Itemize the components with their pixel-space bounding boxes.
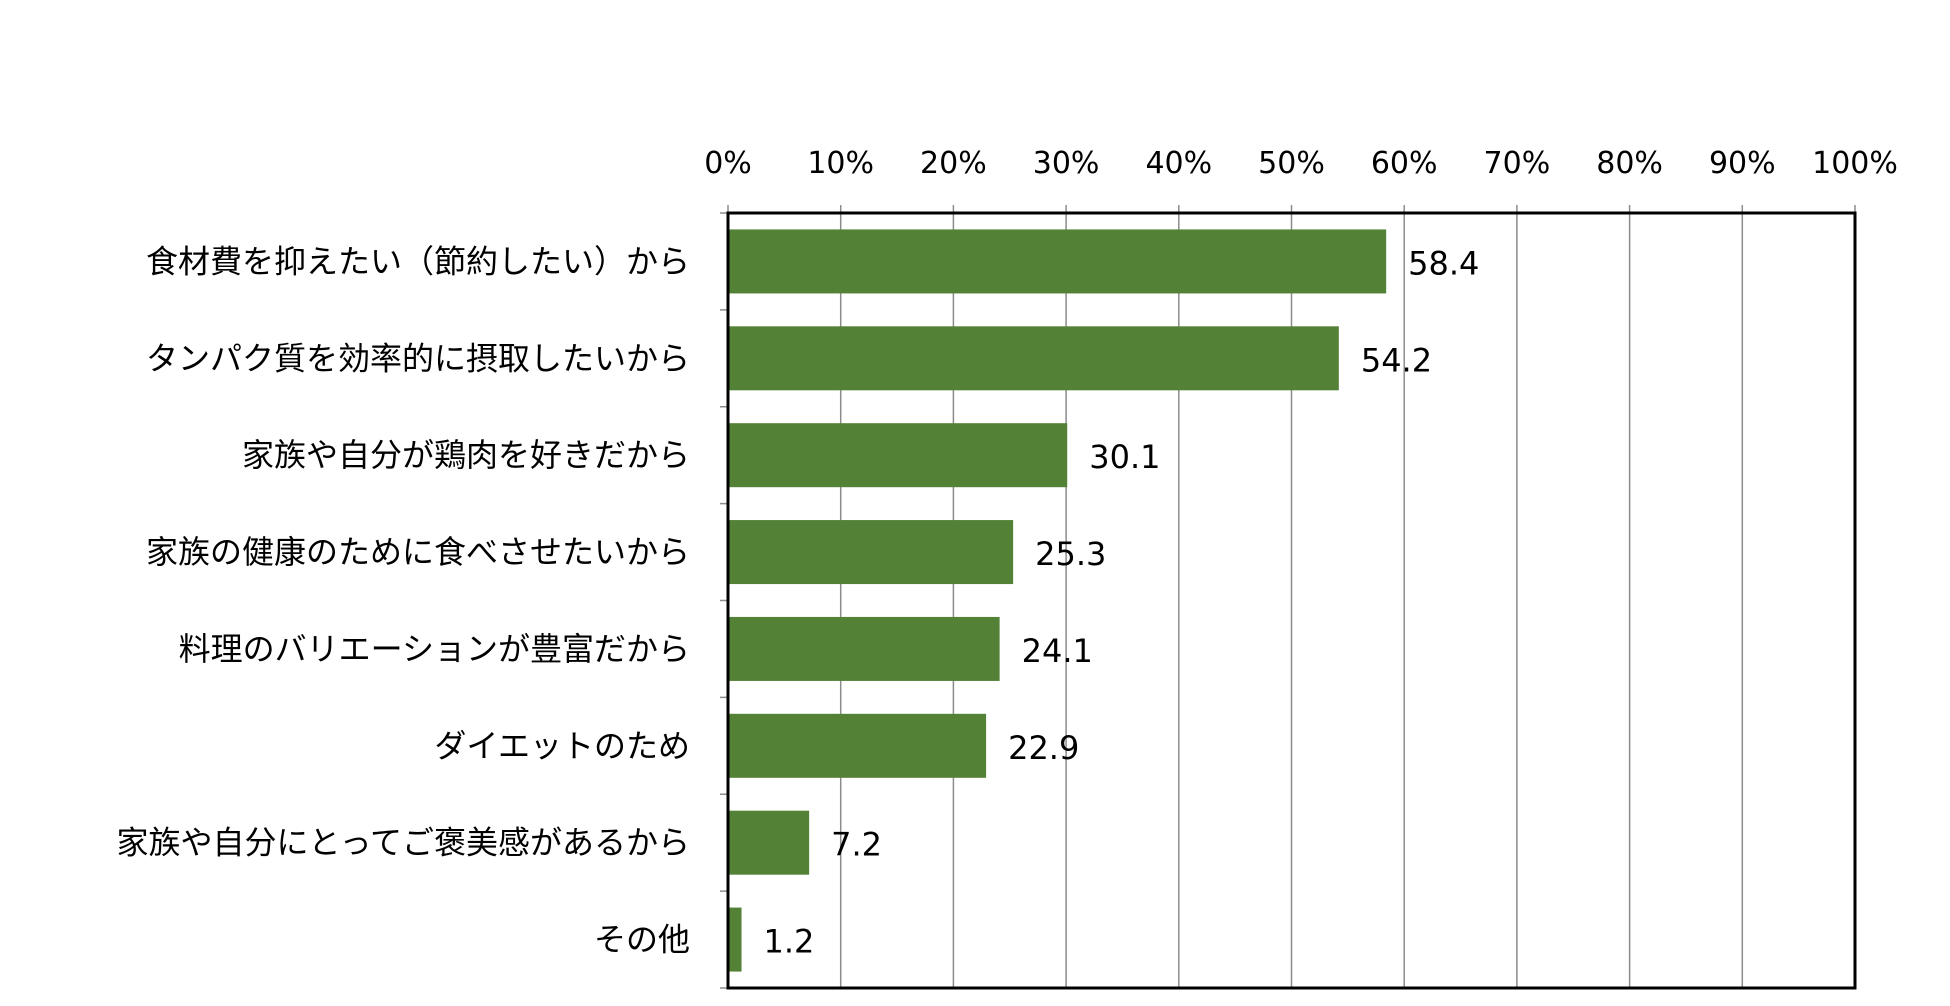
category-label: ダイエットのため xyxy=(434,727,690,765)
x-tick-label: 20% xyxy=(920,146,987,181)
bar xyxy=(728,907,742,972)
bar xyxy=(728,713,987,778)
data-label: 1.2 xyxy=(764,923,815,961)
x-tick-label: 60% xyxy=(1371,146,1438,181)
x-tick-label: 40% xyxy=(1145,146,1212,181)
bar xyxy=(728,326,1339,391)
plot-frame xyxy=(720,205,1857,990)
data-label: 30.1 xyxy=(1089,438,1160,476)
data-label: 7.2 xyxy=(831,826,882,864)
x-tick-label: 70% xyxy=(1484,146,1551,181)
category-label: その他 xyxy=(594,921,690,959)
x-tick-label: 30% xyxy=(1033,146,1100,181)
bars xyxy=(728,229,1387,972)
data-label: 54.2 xyxy=(1361,341,1432,379)
category-label: 食材費を抑えたい（節約したい）から xyxy=(146,242,690,280)
category-labels: 食材費を抑えたい（節約したい）からタンパク質を効率的に摂取したいから家族や自分が… xyxy=(117,242,690,958)
plot-border xyxy=(726,211,1857,990)
x-tick-label: 80% xyxy=(1596,146,1663,181)
bar xyxy=(728,229,1387,294)
category-label: 家族の健康のために食べさせたいから xyxy=(146,533,690,571)
x-tick-label: 0% xyxy=(704,146,752,181)
data-label: 24.1 xyxy=(1022,632,1093,670)
bar xyxy=(728,810,810,875)
data-label: 25.3 xyxy=(1035,535,1106,573)
bar xyxy=(728,520,1014,585)
x-axis-ticks: 0% 10% 20% 30% 40% 50% 60% 70% 80% 90% 100% xyxy=(704,146,1898,181)
x-tick-label: 10% xyxy=(807,146,874,181)
bar xyxy=(728,423,1068,488)
category-label: タンパク質を効率的に摂取したいから xyxy=(146,339,690,377)
x-tick-label: 50% xyxy=(1258,146,1325,181)
category-label: 家族や自分が鶏肉を好きだから xyxy=(242,436,690,474)
x-tick-label: 90% xyxy=(1709,146,1776,181)
category-label: 料理のバリエーションが豊富だから xyxy=(179,630,690,668)
category-label: 家族や自分にとってご褒美感があるから xyxy=(117,824,690,862)
bar xyxy=(728,616,1000,681)
data-label: 22.9 xyxy=(1008,729,1079,767)
data-label: 58.4 xyxy=(1408,244,1479,282)
x-tick-label: 100% xyxy=(1812,146,1898,181)
value-labels: 58.4 54.2 30.1 25.3 24.1 22.9 7.2 1.2 xyxy=(764,244,1480,960)
